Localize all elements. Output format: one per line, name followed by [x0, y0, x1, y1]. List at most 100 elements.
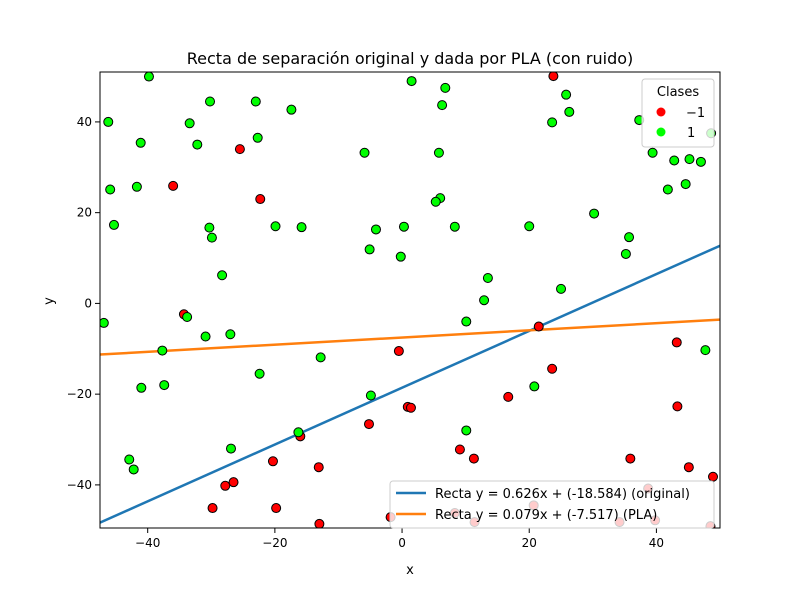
- y-axis-label: y: [42, 297, 57, 305]
- legend-label-original: Recta y = 0.626x + (-18.584) (original): [435, 487, 690, 502]
- legend-marker-pos: [656, 127, 666, 137]
- x-tick-label: −40: [135, 536, 160, 550]
- point-class-pos: [564, 106, 575, 117]
- point-class-pos: [286, 104, 297, 115]
- point-class-pos: [370, 224, 381, 235]
- point-class-pos: [200, 331, 211, 342]
- x-tick-label: 0: [398, 536, 406, 550]
- point-class-neg: [313, 462, 324, 473]
- point-class-neg: [314, 518, 325, 528]
- point-class-pos: [359, 147, 370, 158]
- point-class-pos: [131, 181, 142, 192]
- chart-title: Recta de separación original y dada por …: [187, 49, 634, 68]
- point-class-pos: [143, 72, 154, 82]
- point-class-pos: [440, 82, 451, 93]
- point-class-pos: [157, 345, 168, 356]
- point-class-neg: [671, 337, 682, 348]
- point-class-neg: [207, 503, 218, 514]
- legend-label-pos: 1: [687, 126, 695, 141]
- point-class-pos: [365, 390, 376, 401]
- point-class-pos: [479, 295, 490, 306]
- point-class-pos: [395, 251, 406, 262]
- x-tick-label: 20: [522, 536, 537, 550]
- point-class-pos: [647, 147, 658, 158]
- point-class-pos: [315, 352, 326, 363]
- point-class-pos: [624, 232, 635, 243]
- point-class-pos: [105, 184, 116, 195]
- point-class-neg: [533, 321, 544, 332]
- point-class-neg: [468, 453, 479, 464]
- point-class-pos: [159, 380, 170, 391]
- point-class-pos: [184, 118, 195, 129]
- point-class-pos: [206, 232, 217, 243]
- point-class-pos: [449, 221, 460, 232]
- point-class-pos: [700, 345, 711, 356]
- point-class-pos: [437, 100, 448, 111]
- point-class-neg: [271, 503, 282, 514]
- point-class-neg: [548, 72, 559, 82]
- point-class-pos: [406, 76, 417, 87]
- point-class-neg: [267, 456, 278, 467]
- y-tick-label: −20: [67, 387, 92, 401]
- legend-marker-neg: [656, 107, 666, 117]
- y-tick-label: 20: [77, 206, 92, 220]
- x-axis: −40 −20 0 20 40: [135, 528, 664, 550]
- point-class-neg: [683, 462, 694, 473]
- point-class-neg: [547, 363, 558, 374]
- lines-layer: [100, 244, 720, 524]
- point-class-pos: [561, 89, 572, 100]
- legend-label-pla: Recta y = 0.079x + (-7.517) (PLA): [435, 508, 657, 523]
- y-tick-label: 0: [84, 296, 92, 310]
- x-tick-label: 40: [649, 536, 664, 550]
- point-class-pos: [192, 139, 203, 150]
- point-class-pos: [433, 147, 444, 158]
- point-class-pos: [461, 425, 472, 436]
- point-class-neg: [220, 480, 231, 491]
- point-class-pos: [135, 137, 146, 148]
- point-class-pos: [482, 272, 493, 283]
- legend-classes-title: Clases: [657, 85, 699, 100]
- point-class-pos: [225, 443, 236, 454]
- point-class-pos: [136, 382, 147, 393]
- point-class-pos: [225, 329, 236, 340]
- point-class-pos: [128, 464, 139, 475]
- point-class-pos: [669, 155, 680, 166]
- point-class-pos: [252, 132, 263, 143]
- point-class-pos: [250, 96, 261, 107]
- legend-lines: Recta y = 0.626x + (-18.584) (original) …: [389, 480, 715, 529]
- legend-classes: Clases −1 1: [641, 78, 715, 148]
- original-line: [100, 244, 720, 524]
- point-class-pos: [204, 222, 215, 233]
- y-axis: −40 −20 0 20 40: [67, 115, 100, 492]
- point-class-pos: [254, 368, 265, 379]
- x-tick-label: −20: [262, 536, 287, 550]
- point-class-pos: [182, 312, 193, 323]
- point-class-pos: [556, 283, 567, 294]
- point-class-pos: [461, 316, 472, 327]
- point-class-neg: [255, 194, 266, 205]
- point-class-pos: [695, 156, 706, 167]
- point-class-neg: [168, 180, 179, 191]
- point-class-neg: [234, 144, 245, 155]
- point-class-pos: [662, 184, 673, 195]
- point-class-neg: [405, 402, 416, 413]
- point-class-neg: [503, 391, 514, 402]
- point-class-pos: [547, 117, 558, 128]
- point-class-pos: [529, 381, 540, 392]
- point-class-pos: [100, 317, 109, 328]
- point-class-pos: [103, 116, 114, 127]
- point-class-pos: [270, 221, 281, 232]
- point-class-pos: [524, 221, 535, 232]
- y-tick-label: 40: [77, 115, 92, 129]
- point-class-neg: [708, 471, 719, 482]
- point-class-neg: [454, 444, 465, 455]
- point-class-pos: [364, 244, 375, 255]
- legend-lines-frame: [389, 480, 715, 529]
- point-class-neg: [228, 477, 239, 488]
- point-class-neg: [672, 401, 683, 412]
- legend-label-neg: −1: [686, 106, 705, 121]
- point-class-pos: [680, 179, 691, 190]
- point-class-pos: [217, 270, 228, 281]
- point-class-neg: [625, 453, 636, 464]
